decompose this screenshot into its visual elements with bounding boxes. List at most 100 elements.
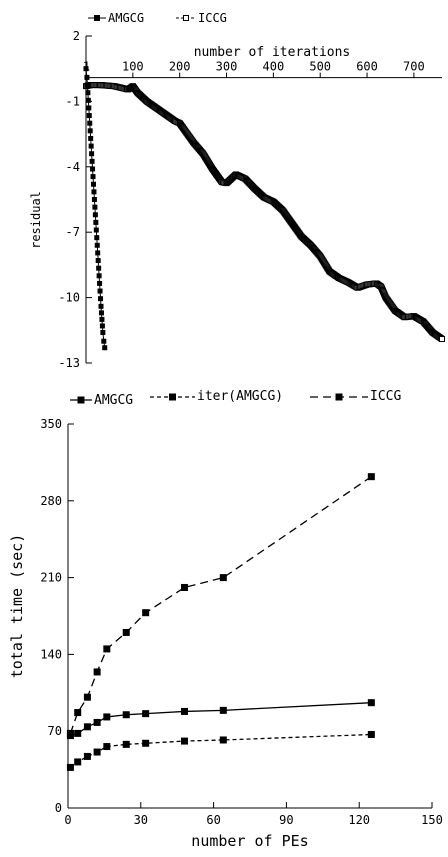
x-tick-label: 600 [356, 60, 378, 74]
y-tick-label: -4 [66, 160, 80, 174]
point-iter-amgcg [122, 740, 130, 748]
point-iter-amgcg [367, 730, 375, 738]
point-amgcg [95, 258, 101, 264]
point-amgcg [99, 316, 105, 322]
point-iter-amgcg [180, 737, 188, 745]
point-amgcg [367, 699, 375, 707]
point-amgcg [102, 345, 108, 351]
point-amgcg [90, 174, 96, 180]
y-tick-label: 0 [55, 801, 62, 815]
y-axis-label: total time (sec) [8, 534, 26, 679]
point-iter-amgcg [74, 758, 82, 766]
point-amgcg [83, 723, 91, 731]
point-amgcg [92, 204, 98, 210]
point-amgcg [95, 250, 101, 256]
point-amgcg [88, 135, 94, 141]
y-tick-label: -13 [58, 356, 80, 370]
point-amgcg [85, 90, 91, 96]
point-amgcg [86, 105, 92, 111]
point-amgcg [87, 128, 93, 134]
y-axis-label: residual [29, 191, 43, 249]
x-tick-label: 30 [134, 813, 148, 827]
point-amgcg [98, 303, 104, 309]
x-tick-label: 0 [64, 813, 71, 827]
point-amgcg [84, 74, 90, 80]
point-amgcg [98, 310, 104, 316]
y-tick-label: -10 [58, 291, 80, 305]
point-iccg [219, 574, 227, 582]
x-tick-label: 400 [263, 60, 285, 74]
residual-chart: 2-1-4-7-10-131100200300400500600700numbe… [29, 11, 445, 370]
x-tick-label: 90 [279, 813, 293, 827]
time-chart: 0 70 140 210 280 350 0 30 60 90 120 150 number of PE… [8, 389, 443, 850]
point-iter-amgcg [219, 736, 227, 744]
point-iccg [93, 668, 101, 676]
point-iter-amgcg [142, 739, 150, 747]
point-iter-amgcg [66, 763, 74, 771]
point-amgcg [93, 219, 99, 225]
legend-label-amgcg: AMGCG [94, 393, 133, 408]
line-iter-amgcg [70, 733, 372, 768]
point-amgcg [219, 706, 227, 714]
y-tick-label: 2 [73, 29, 80, 43]
legend-label-iter-amgcg: iter(AMGCG) [197, 389, 283, 404]
series-iccg [83, 82, 445, 343]
point-iccg [74, 709, 82, 717]
point-iter-amgcg [83, 752, 91, 760]
x-tick-label: 500 [309, 60, 331, 74]
point-iccg [142, 609, 150, 617]
legend-marker-iccg [335, 393, 343, 401]
point-iter-amgcg [103, 743, 111, 751]
point-amgcg [88, 143, 94, 149]
y-tick-label: 210 [40, 571, 62, 585]
series-iter-amgcg [66, 730, 375, 771]
point-amgcg [91, 197, 97, 202]
legend-marker-amgcg [77, 396, 85, 404]
y-tick-label: 350 [40, 417, 62, 431]
point-amgcg [98, 296, 104, 302]
line-amgcg [70, 702, 372, 737]
legend-label-iccg: ICCG [370, 389, 401, 404]
point-amgcg [93, 227, 99, 233]
point-amgcg [101, 338, 107, 344]
y-tick-label: 140 [40, 647, 62, 661]
point-iccg [439, 336, 445, 343]
line-iccg [69, 476, 372, 734]
point-iccg [66, 729, 74, 737]
point-amgcg [83, 66, 89, 72]
point-iccg [122, 628, 130, 636]
x-tick-label: 700 [403, 60, 425, 74]
point-amgcg [92, 212, 98, 218]
legend: AMGCG ICCG [88, 11, 227, 25]
point-amgcg [96, 265, 102, 271]
point-amgcg [142, 710, 150, 718]
point-amgcg [180, 707, 188, 715]
point-amgcg [91, 189, 97, 195]
point-amgcg [85, 97, 91, 103]
point-iccg [367, 473, 375, 481]
point-amgcg [89, 151, 95, 157]
legend-label-amgcg: AMGCG [108, 11, 144, 25]
x-tick-label: 150 [421, 813, 443, 827]
point-iccg [83, 693, 91, 701]
point-amgcg [103, 713, 111, 721]
point-amgcg [94, 242, 100, 248]
point-amgcg [96, 273, 102, 279]
point-amgcg [122, 711, 130, 719]
legend-marker-iter-amgcg [169, 393, 176, 401]
legend-label-iccg: ICCG [198, 11, 227, 25]
point-amgcg [93, 718, 101, 726]
x-tick-label: 60 [206, 813, 220, 827]
point-amgcg [89, 158, 95, 164]
point-amgcg [90, 181, 96, 187]
x-tick-label: 300 [216, 60, 238, 74]
point-amgcg [86, 113, 92, 119]
point-iter-amgcg [93, 748, 101, 756]
y-tick-label: 70 [48, 724, 62, 738]
series-amgcg [83, 66, 108, 351]
point-amgcg [97, 288, 103, 294]
legend: AMGCG iter(AMGCG) ICCG [70, 389, 401, 408]
x-axis-label: number of PEs [191, 832, 308, 850]
point-amgcg [90, 166, 96, 172]
y-tick-label: -1 [66, 94, 80, 108]
